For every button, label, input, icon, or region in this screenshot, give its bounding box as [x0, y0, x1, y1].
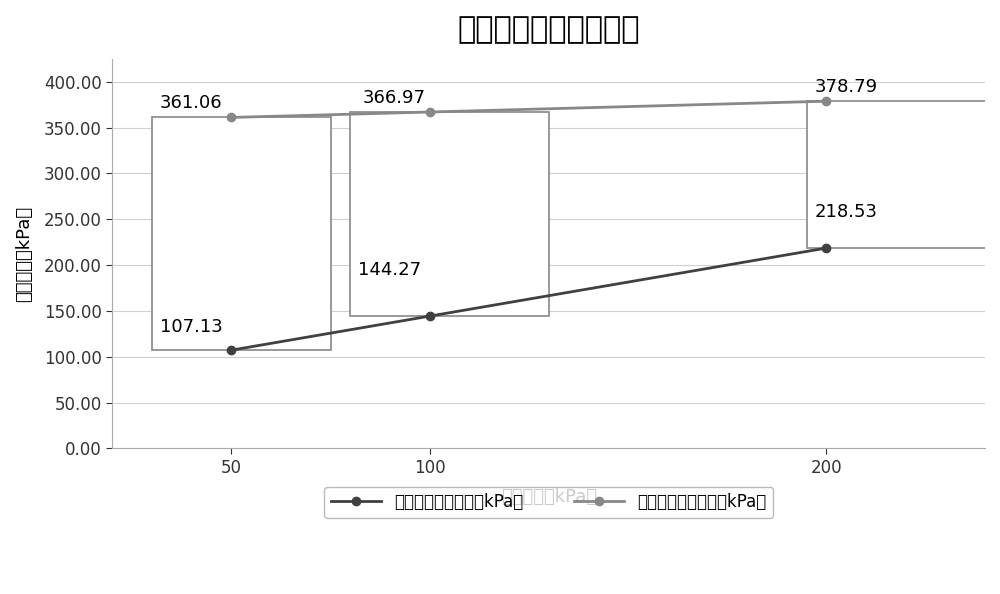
Text: 361.06: 361.06 — [160, 94, 223, 112]
Bar — [152, 118, 331, 350]
Text: 366.97: 366.97 — [362, 89, 425, 106]
Legend: 原状黄土峰値应力（kPa）, 修复黄土峰値应力（kPa）: 原状黄土峰値应力（kPa）, 修复黄土峰値应力（kPa） — [324, 486, 773, 518]
X-axis label: 垂向应力（kPa）: 垂向应力（kPa） — [501, 488, 597, 506]
Y-axis label: 峰値应力（kPa）: 峰値应力（kPa） — [15, 206, 33, 302]
Bar — [807, 101, 1000, 248]
Text: 218.53: 218.53 — [814, 203, 877, 220]
Text: 107.13: 107.13 — [160, 318, 223, 336]
Bar — [350, 112, 549, 316]
Title: 修复前后峰値应力对比: 修复前后峰値应力对比 — [457, 15, 640, 44]
Text: 144.27: 144.27 — [358, 261, 421, 279]
Text: 378.79: 378.79 — [814, 78, 878, 96]
